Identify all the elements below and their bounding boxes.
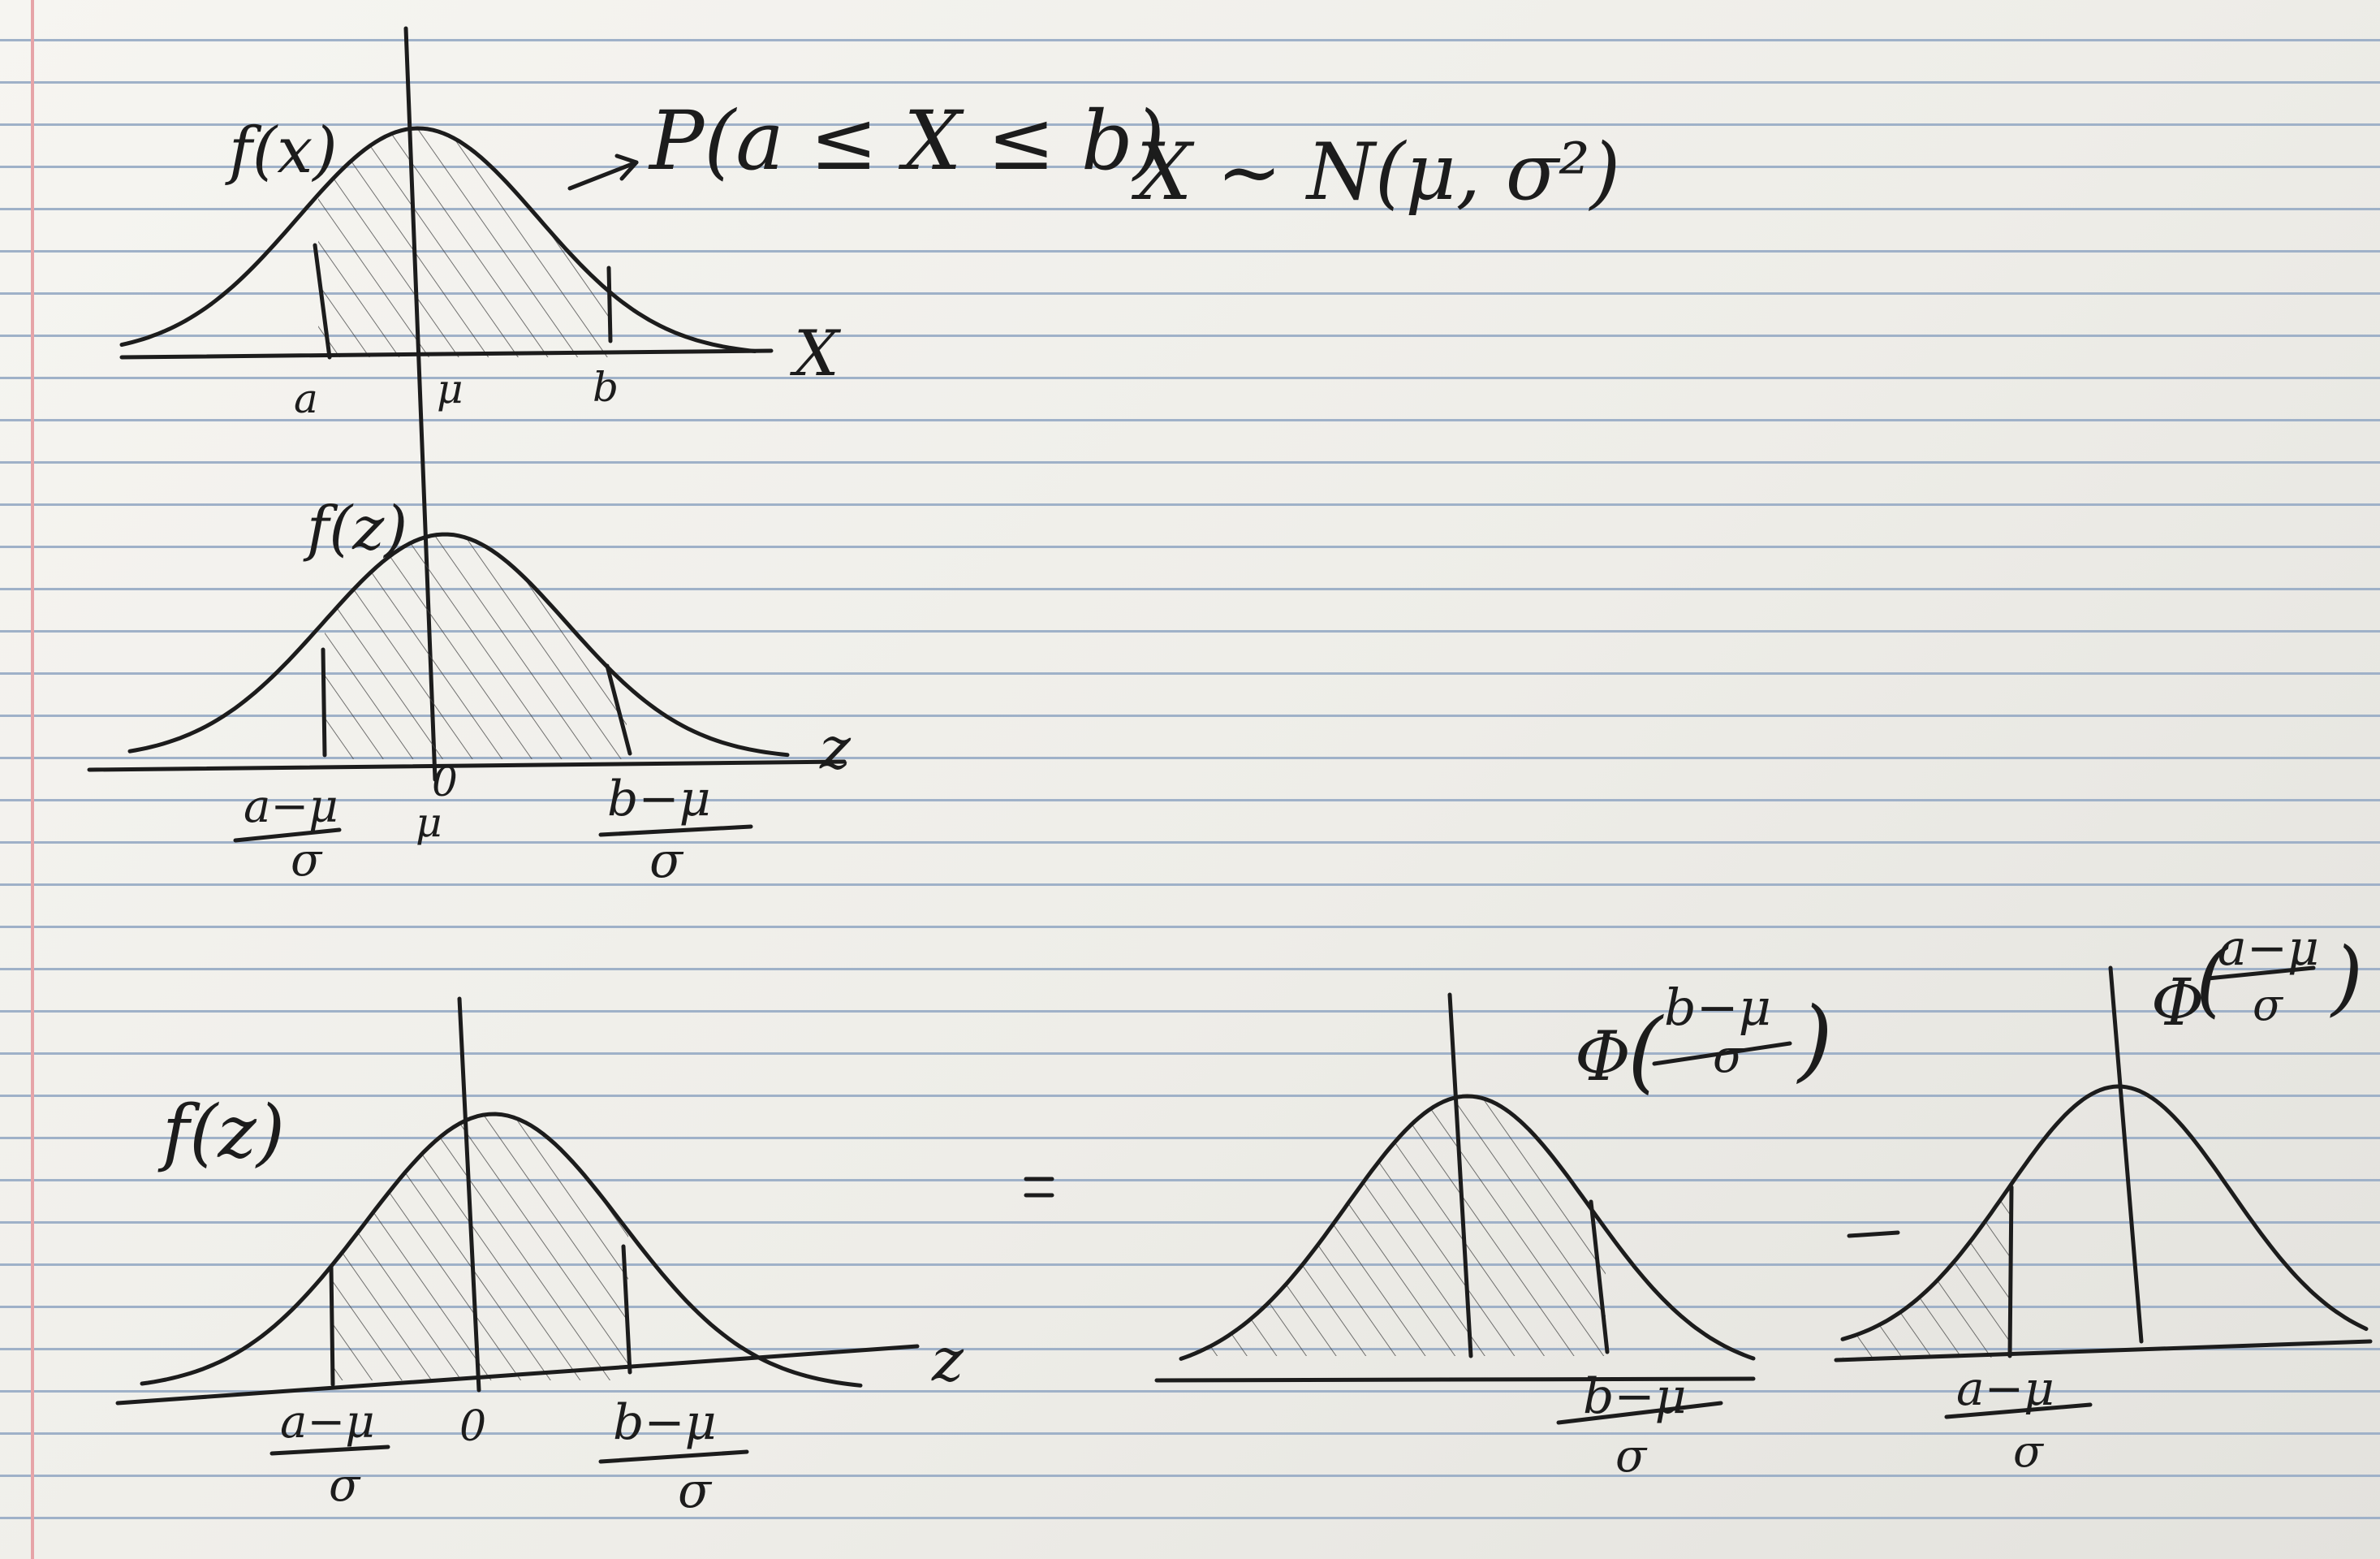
d5-phi-den: σ <box>2253 979 2284 1030</box>
d3-left-den: σ <box>329 1459 361 1512</box>
d4-shade <box>1188 1096 1606 1356</box>
arrow-icon <box>567 153 639 191</box>
probability-label: P(a ≤ X ≤ b) <box>648 93 1165 188</box>
d2-right-num: b−μ <box>607 771 711 827</box>
d3-shade <box>333 1114 628 1380</box>
d5-phi-num: a−μ <box>2218 920 2319 977</box>
distribution-label: X ~ N(μ, σ²) <box>1131 127 1620 218</box>
normal-curve-z-standardized <box>87 532 847 772</box>
d5-shade <box>1843 1185 2011 1358</box>
d3-y-axis <box>457 996 481 1393</box>
d2-x-axis-label: z <box>819 714 852 782</box>
minus-sign <box>1847 1230 1900 1238</box>
d5-phi-symbol: Φ <box>2151 965 2205 1040</box>
equals-sign <box>1024 1177 1054 1198</box>
d4-phi-den: σ <box>1713 1030 1745 1083</box>
d2-bound-right <box>605 663 632 756</box>
d4-tick-num: b−μ <box>1583 1368 1687 1425</box>
d4-bound <box>1589 1199 1610 1354</box>
d5-tick-den: σ <box>2013 1426 2045 1477</box>
d3-bound-right <box>621 1244 632 1375</box>
phi-b-curve <box>1154 992 1756 1383</box>
d5-open-paren: ( <box>2196 931 2229 1026</box>
d3-left-num: a−μ <box>280 1396 375 1449</box>
minus-text: − <box>1851 1209 1852 1211</box>
d3-center: 0 <box>459 1402 486 1451</box>
d2-left-den: σ <box>291 834 323 887</box>
normal-curve-z-region <box>115 996 920 1406</box>
equals-text: = <box>1024 1136 1025 1138</box>
d1-x-axis-label: X <box>789 317 842 391</box>
d4-y-axis <box>1447 992 1473 1358</box>
d2-left-num: a−μ <box>244 780 338 833</box>
d3-y-label: f(z) <box>157 1090 285 1175</box>
d3-right-num: b−μ <box>613 1394 717 1451</box>
d2-x-axis <box>87 759 847 772</box>
margin-line <box>31 0 34 1559</box>
d1-y-label: f(x) <box>225 114 338 188</box>
d4-x-axis <box>1154 1376 1756 1383</box>
d1-bound-b <box>606 266 613 343</box>
d4-curve <box>1179 1094 1756 1361</box>
d4-close-paren: ) <box>1796 987 1833 1091</box>
d1-tick-mu: μ <box>437 365 463 412</box>
normal-curve-x <box>119 26 774 782</box>
d1-bound-a <box>313 243 332 360</box>
d1-x-axis <box>119 348 774 360</box>
d1-tick-a: a <box>294 375 318 422</box>
d5-bound <box>2007 1185 2014 1358</box>
d2-center-bottom: μ <box>416 799 442 846</box>
phi-a-curve <box>1834 965 2373 1363</box>
d5-y-axis <box>2108 965 2144 1344</box>
d1-shade <box>318 128 610 357</box>
d4-phi-num: b−μ <box>1664 978 1771 1037</box>
d1-tick-b: b <box>593 364 619 411</box>
d2-shade <box>325 534 627 759</box>
d2-bound-left <box>321 647 327 758</box>
d2-y-label: f(z) <box>303 494 407 564</box>
d3-x-axis <box>115 1344 920 1406</box>
d3-x-axis-label: z <box>931 1325 964 1395</box>
d5-tick-num: a−μ <box>1956 1361 2054 1416</box>
d3-curve <box>140 1112 863 1388</box>
d1-curve <box>119 126 757 353</box>
d4-phi-symbol: Φ <box>1575 1017 1631 1096</box>
d5-x-axis <box>1834 1339 2373 1363</box>
d5-close-paren: ) <box>2330 930 2363 1025</box>
d3-right-den: σ <box>678 1462 713 1519</box>
d2-center-top: 0 <box>432 758 458 805</box>
d2-curve <box>127 532 790 758</box>
d3-bound-left <box>329 1264 335 1387</box>
fraction-bars <box>233 824 2316 1464</box>
d5-curve <box>1840 1084 2369 1341</box>
d4-open-paren: ( <box>1628 999 1664 1103</box>
d2-right-den: σ <box>649 832 684 889</box>
d4-tick-den: σ <box>1615 1430 1648 1483</box>
